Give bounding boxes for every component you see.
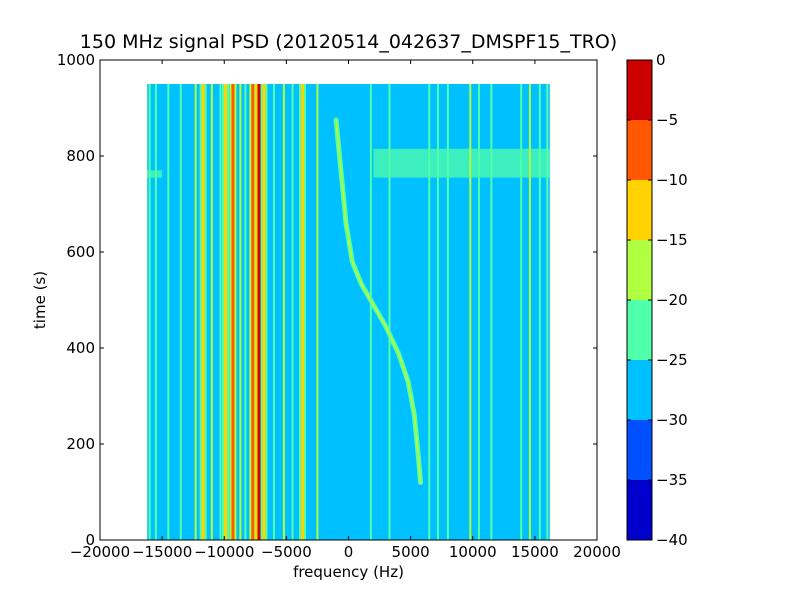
y-axis: 0 200 400 600 800 1000 <box>57 51 597 549</box>
carrier-line <box>520 84 523 540</box>
carrier-line <box>282 84 285 540</box>
colorbar: 0 −5 −10 −15 −20 −25 −30 −35 −40 <box>626 51 688 549</box>
interference-band <box>147 170 163 178</box>
colorbar-tick-label: −40 <box>656 531 688 549</box>
x-tick-label: 5000 <box>392 543 430 561</box>
carrier-line <box>251 84 255 540</box>
colorbar-swatch <box>627 120 652 180</box>
y-axis-title: time (s) <box>31 271 49 329</box>
carrier-line <box>369 84 372 540</box>
carrier-line <box>291 84 294 540</box>
x-tick-label: 20000 <box>573 543 621 561</box>
colorbar-tick-label: 0 <box>656 51 666 69</box>
carrier-line <box>428 84 431 540</box>
carrier-line <box>477 84 480 540</box>
colorbar-tick-label: −25 <box>656 351 688 369</box>
colorbar-swatch <box>627 300 652 360</box>
carrier-line <box>538 84 541 540</box>
x-tick-label: −5000 <box>261 543 312 561</box>
y-tick-label: 400 <box>66 339 95 357</box>
x-axis-title: frequency (Hz) <box>293 563 404 581</box>
carrier-line <box>179 84 182 540</box>
chart-title: 150 MHz signal PSD (20120514_042637_DMSP… <box>80 31 617 53</box>
carrier-line <box>436 84 439 540</box>
carrier-line <box>546 84 549 540</box>
colorbar-swatch <box>627 360 652 420</box>
x-tick-label: 15000 <box>511 543 559 561</box>
carrier-line <box>231 84 235 540</box>
colorbar-tick-label: −10 <box>656 171 688 189</box>
colorbar-swatch <box>627 180 652 240</box>
colorbar-swatch <box>627 60 652 120</box>
colorbar-tick-label: −30 <box>656 411 688 429</box>
carrier-line <box>210 84 213 540</box>
carrier-line <box>219 84 222 540</box>
colorbar-tick-label: −35 <box>656 471 688 489</box>
carrier-line <box>388 84 391 540</box>
carrier-line <box>167 84 170 540</box>
y-tick-label: 200 <box>66 435 95 453</box>
carrier-line <box>201 84 205 540</box>
carrier-line <box>257 84 261 540</box>
interference-band <box>373 148 550 178</box>
carrier-line <box>194 84 197 540</box>
colorbar-swatch <box>627 480 652 540</box>
carrier-line <box>528 84 531 540</box>
x-tick-label: −20000 <box>70 543 130 561</box>
colorbar-swatch <box>627 420 652 480</box>
carrier-line <box>469 84 472 540</box>
colorbar-swatch <box>627 240 652 300</box>
carrier-line <box>148 84 151 540</box>
carrier-line <box>262 84 266 540</box>
carrier-line <box>490 84 493 540</box>
doppler-trace <box>335 119 422 484</box>
carrier-line <box>239 84 242 540</box>
x-tick-label: 0 <box>344 543 354 561</box>
carrier-line <box>223 84 227 540</box>
x-axis: −20000 −15000 −10000 −5000 0 5000 10000 15000 20… <box>70 60 621 561</box>
carrier-line <box>272 84 275 540</box>
y-tick-label: 0 <box>85 531 95 549</box>
y-tick-label: 1000 <box>57 51 95 69</box>
colorbar-tick-label: −20 <box>656 291 688 309</box>
y-tick-label: 600 <box>66 243 95 261</box>
colorbar-tick-label: −15 <box>656 231 688 249</box>
carrier-line <box>446 84 449 540</box>
carrier-line <box>301 84 305 540</box>
carrier-line <box>154 84 157 540</box>
colorbar-tick-label: −5 <box>656 111 678 129</box>
x-tick-label: −10000 <box>194 543 254 561</box>
y-tick-label: 800 <box>66 147 95 165</box>
x-tick-label: −15000 <box>132 543 192 561</box>
heatmap-layer <box>147 84 550 540</box>
x-tick-label: 10000 <box>449 543 497 561</box>
carrier-line <box>244 84 247 540</box>
carrier-line <box>316 84 319 540</box>
